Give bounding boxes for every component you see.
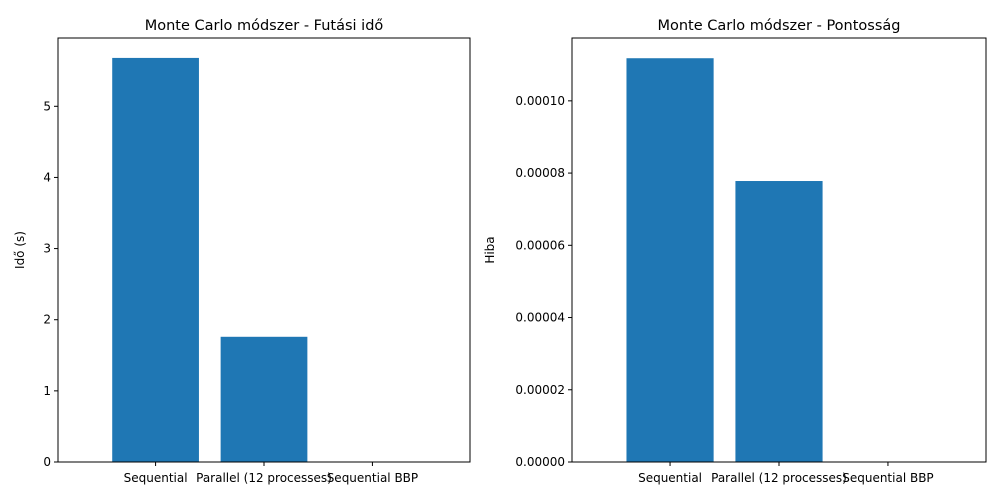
accuracy-chart-y-axis-label: Hiba xyxy=(483,236,497,263)
accuracy-chart-y-tick-label: 0.00002 xyxy=(515,383,565,397)
accuracy-chart-frame xyxy=(571,37,987,463)
accuracy-chart-y-tick-label: 0.00004 xyxy=(515,311,565,325)
accuracy-chart-bar-parallel-12-processes xyxy=(735,181,823,462)
runtime-chart-x-tick-label-sequential-bbp: Sequential BBP xyxy=(327,471,418,485)
accuracy-chart-x-tick-label-parallel-12-processes: Parallel (12 processes) xyxy=(711,471,847,485)
accuracy-chart-y-tick-label: 0.00010 xyxy=(515,94,565,108)
accuracy-chart-y-tick-label: 0.00000 xyxy=(515,455,565,469)
runtime-chart-title: Monte Carlo módszer - Futási idő xyxy=(145,18,384,34)
accuracy-chart-y-tick-label: 0.00006 xyxy=(515,238,565,252)
runtime-chart-x-ticks: Sequential Parallel (12 processes)Sequent… xyxy=(124,462,418,485)
accuracy-chart-y-tick-label: 0.00008 xyxy=(515,166,565,180)
runtime-chart-bars xyxy=(112,57,308,462)
runtime-chart-y-tick-label: 1 xyxy=(43,384,51,398)
accuracy-chart: Monte Carlo módszer - Pontosság Hiba 0.0… xyxy=(483,18,987,485)
runtime-chart-y-ticks: 0 1 2 3 4 5 xyxy=(43,99,58,469)
runtime-chart-x-tick-label-parallel-12-processes: Parallel (12 processes) xyxy=(196,471,332,485)
runtime-chart-bar-parallel-12-processes xyxy=(220,336,308,462)
runtime-chart-bar-sequential xyxy=(112,57,199,462)
accuracy-chart-title: Monte Carlo módszer - Pontosság xyxy=(657,18,900,34)
runtime-chart: Monte Carlo módszer - Futási idő Idő (s)… xyxy=(13,18,471,485)
accuracy-chart-x-tick-label-sequential-bbp: Sequential BBP xyxy=(842,471,933,485)
runtime-chart-y-tick-label: 3 xyxy=(43,242,51,256)
accuracy-chart-x-tick-label-sequential: Sequential xyxy=(638,471,702,485)
runtime-chart-y-tick-label: 0 xyxy=(43,455,51,469)
accuracy-chart-bars xyxy=(626,58,823,462)
accuracy-chart-x-ticks: Sequential Parallel (12 processes)Sequent… xyxy=(638,462,934,485)
runtime-chart-x-tick-label-sequential: Sequential xyxy=(124,471,188,485)
accuracy-chart-y-ticks: 0.00000 0.00002 0.00004 0.00006 0.00008 0.000… xyxy=(515,94,572,469)
runtime-chart-y-axis-label: Idő (s) xyxy=(13,231,27,269)
runtime-chart-y-tick-label: 5 xyxy=(43,99,51,113)
runtime-chart-frame xyxy=(57,37,471,463)
runtime-chart-y-tick-label: 4 xyxy=(43,170,51,184)
accuracy-chart-bar-sequential xyxy=(626,58,714,462)
runtime-chart-y-tick-label: 2 xyxy=(43,313,51,327)
